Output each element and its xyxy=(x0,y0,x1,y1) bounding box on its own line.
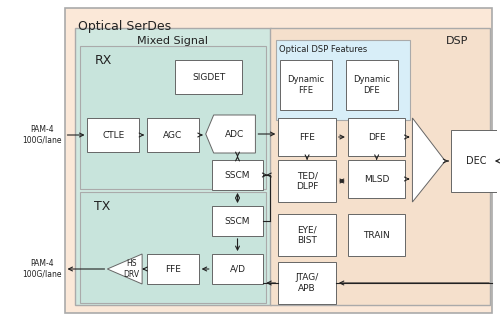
Text: Optical DSP Features: Optical DSP Features xyxy=(280,45,368,54)
Bar xyxy=(212,254,264,284)
Bar xyxy=(175,60,242,94)
Text: PAM-4
100G/lane: PAM-4 100G/lane xyxy=(22,259,62,279)
Bar xyxy=(278,262,336,304)
Bar xyxy=(212,206,264,236)
Text: EYE/
BIST: EYE/ BIST xyxy=(297,225,317,245)
Bar xyxy=(451,130,500,192)
Bar xyxy=(212,160,264,190)
Text: Optical SerDes: Optical SerDes xyxy=(78,20,170,33)
Bar xyxy=(74,28,272,305)
Bar xyxy=(276,40,410,120)
Bar xyxy=(270,28,490,305)
Bar xyxy=(147,118,199,152)
Text: ADC: ADC xyxy=(225,130,244,139)
Bar xyxy=(280,60,332,110)
Text: Dynamic
FFE: Dynamic FFE xyxy=(288,75,325,95)
Text: HS
DRV: HS DRV xyxy=(123,259,139,279)
Text: SIGDET: SIGDET xyxy=(192,73,226,82)
Text: DSP: DSP xyxy=(446,36,468,46)
Text: TX: TX xyxy=(94,200,111,213)
Text: FFE: FFE xyxy=(165,265,181,274)
Text: TRAIN: TRAIN xyxy=(364,230,390,239)
Bar xyxy=(64,8,492,313)
Text: RX: RX xyxy=(94,54,112,67)
Bar xyxy=(278,118,336,156)
Bar xyxy=(348,118,406,156)
Text: AGC: AGC xyxy=(164,131,182,140)
Text: Mixed Signal: Mixed Signal xyxy=(138,36,208,46)
Text: SSCM: SSCM xyxy=(225,217,250,226)
Bar xyxy=(88,118,139,152)
Bar xyxy=(346,60,398,110)
Bar xyxy=(80,192,266,303)
Polygon shape xyxy=(108,254,142,284)
Text: CTLE: CTLE xyxy=(102,131,124,140)
Text: FFE: FFE xyxy=(299,132,315,141)
Text: TED/
DLPF: TED/ DLPF xyxy=(296,171,318,191)
Polygon shape xyxy=(412,118,445,202)
Text: JTAG/
APB: JTAG/ APB xyxy=(296,273,318,293)
Text: DEC: DEC xyxy=(466,156,486,166)
Text: DFE: DFE xyxy=(368,132,386,141)
Text: PAM-4
100G/lane: PAM-4 100G/lane xyxy=(22,125,62,145)
Text: MLSD: MLSD xyxy=(364,174,390,183)
Polygon shape xyxy=(206,115,256,153)
Bar xyxy=(80,46,266,189)
Bar xyxy=(278,160,336,202)
Text: SSCM: SSCM xyxy=(225,171,250,180)
Bar xyxy=(348,214,406,256)
Bar xyxy=(348,160,406,198)
Text: Dynamic
DFE: Dynamic DFE xyxy=(353,75,390,95)
Text: A/D: A/D xyxy=(230,265,246,274)
Bar xyxy=(278,214,336,256)
Bar xyxy=(147,254,199,284)
